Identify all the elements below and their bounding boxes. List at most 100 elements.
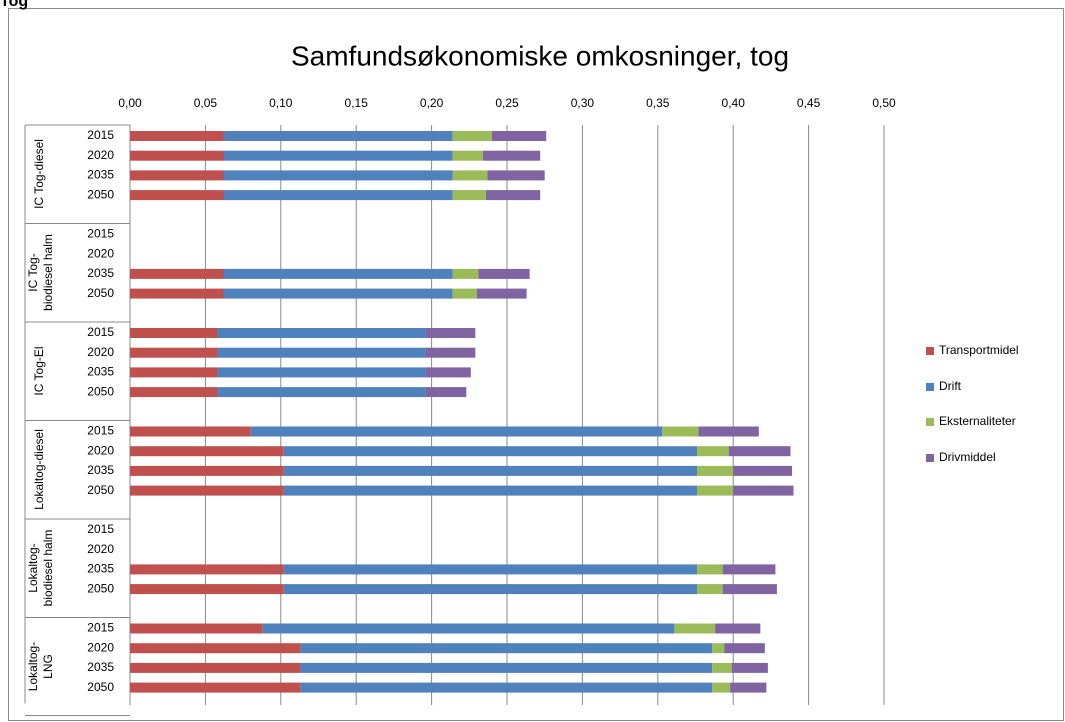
bar-segment xyxy=(300,682,713,693)
x-tick-label: 0,35 xyxy=(646,96,670,110)
bar-segment xyxy=(130,268,224,279)
bar-segment xyxy=(283,564,698,575)
group-label: IC Tog-El xyxy=(32,346,46,395)
y-tick-label: 2015 xyxy=(87,128,114,142)
legend-swatch xyxy=(926,418,934,426)
bar-segment xyxy=(452,131,492,141)
bar-segment xyxy=(223,150,453,161)
bar-segment xyxy=(130,643,301,654)
bar-segment xyxy=(478,268,530,279)
group-label-line: IC Tog-El xyxy=(32,346,46,395)
bar-segment xyxy=(250,426,663,437)
legend-swatch xyxy=(926,347,934,355)
bar-segment xyxy=(698,426,759,437)
bar-segment xyxy=(452,288,477,299)
group-label: Lokaltog-diesel xyxy=(32,429,46,510)
y-tick-label: 2035 xyxy=(87,463,114,477)
group-label-line: Lokaltog- xyxy=(26,642,40,691)
group-label: IC Tog-diesel xyxy=(32,139,46,209)
bar-segment xyxy=(728,446,791,457)
chart-title: Samfundsøkonomiske omkosninger, tog xyxy=(291,40,789,71)
x-tick-label: 0,00 xyxy=(118,96,142,110)
bar-segment xyxy=(223,268,453,279)
bar-segment xyxy=(491,131,547,141)
bar-segment xyxy=(724,643,765,654)
bar-segment xyxy=(452,150,483,161)
x-tick-label: 0,25 xyxy=(495,96,519,110)
y-tick-label: 2015 xyxy=(87,227,114,241)
x-tick-label: 0,45 xyxy=(797,96,821,110)
bar-segment xyxy=(712,662,732,673)
legend-label: Drivmiddel xyxy=(939,450,996,464)
bar-segment xyxy=(452,268,479,279)
bar-segment xyxy=(130,446,284,457)
group-label: Lokaltog-biodiesel halm xyxy=(26,530,55,607)
x-tick-label: 0,10 xyxy=(269,96,293,110)
bar-segment xyxy=(674,623,716,634)
bar-segment xyxy=(697,485,734,496)
x-tick-label: 0,30 xyxy=(571,96,595,110)
y-tick-label: 2050 xyxy=(87,286,114,300)
y-tick-label: 2050 xyxy=(87,384,114,398)
bar-segment xyxy=(300,662,713,673)
y-tick-label: 2020 xyxy=(87,345,114,359)
y-tick-label: 2020 xyxy=(87,148,114,162)
x-tick-label: 0,40 xyxy=(722,96,746,110)
y-tick-label: 2035 xyxy=(87,660,114,674)
bar-segment xyxy=(712,643,725,654)
bar-segment xyxy=(130,584,284,595)
group-label: Lokaltog-LNG xyxy=(26,642,55,691)
y-tick-label: 2015 xyxy=(87,424,114,438)
bar-segment xyxy=(130,564,284,575)
bar-segment xyxy=(130,367,218,378)
bar-segment xyxy=(425,367,471,378)
group-label: IC Tog-biodiesel halm xyxy=(26,234,55,311)
bar-segment xyxy=(712,682,731,693)
legend-swatch xyxy=(926,383,934,391)
bar-segment xyxy=(662,426,699,437)
legend-label: Eksternaliteter xyxy=(939,414,1016,428)
group-label-line: Lokaltog-diesel xyxy=(32,429,46,510)
x-tick-label: 0,50 xyxy=(872,96,896,110)
bar-segment xyxy=(733,485,794,496)
bar-segment xyxy=(130,465,284,476)
bar-segment xyxy=(223,190,453,201)
bar-segment xyxy=(130,288,224,299)
bar-segment xyxy=(130,190,224,201)
page-header: Tog xyxy=(0,0,28,10)
bar-segment xyxy=(425,328,476,338)
bar-segment xyxy=(733,465,793,476)
bar-segment xyxy=(722,564,776,575)
bar-segment xyxy=(476,288,527,299)
bar-segment xyxy=(283,465,698,476)
bar-segment xyxy=(715,623,761,634)
x-tick-label: 0,05 xyxy=(194,96,218,110)
x-tick-label: 0,15 xyxy=(345,96,369,110)
bar-segment xyxy=(223,288,453,299)
y-tick-label: 2050 xyxy=(87,581,114,595)
bar-segment xyxy=(217,347,426,358)
bar-segment xyxy=(223,170,453,181)
y-tick-label: 2020 xyxy=(87,246,114,260)
bar-segment xyxy=(697,584,723,595)
y-tick-label: 2020 xyxy=(87,443,114,457)
chart-border xyxy=(8,8,1064,721)
bar-segment xyxy=(130,131,224,141)
y-tick-label: 2050 xyxy=(87,187,114,201)
y-tick-label: 2015 xyxy=(87,325,114,339)
legend-label: Transportmidel xyxy=(939,343,1019,357)
group-label-line: Lokaltog- xyxy=(26,543,40,592)
legend-label: Drift xyxy=(939,379,962,393)
y-tick-label: 2035 xyxy=(87,168,114,182)
bar-segment xyxy=(130,662,301,673)
bar-segment xyxy=(217,328,426,338)
bar-segment xyxy=(262,623,675,634)
bar-segment xyxy=(722,584,777,595)
bar-segment xyxy=(697,564,723,575)
group-label-line: IC Tog-diesel xyxy=(32,139,46,209)
y-tick-label: 2015 xyxy=(87,621,114,635)
group-label-line: LNG xyxy=(41,654,55,679)
y-tick-label: 2020 xyxy=(87,542,114,556)
bar-segment xyxy=(223,131,453,141)
